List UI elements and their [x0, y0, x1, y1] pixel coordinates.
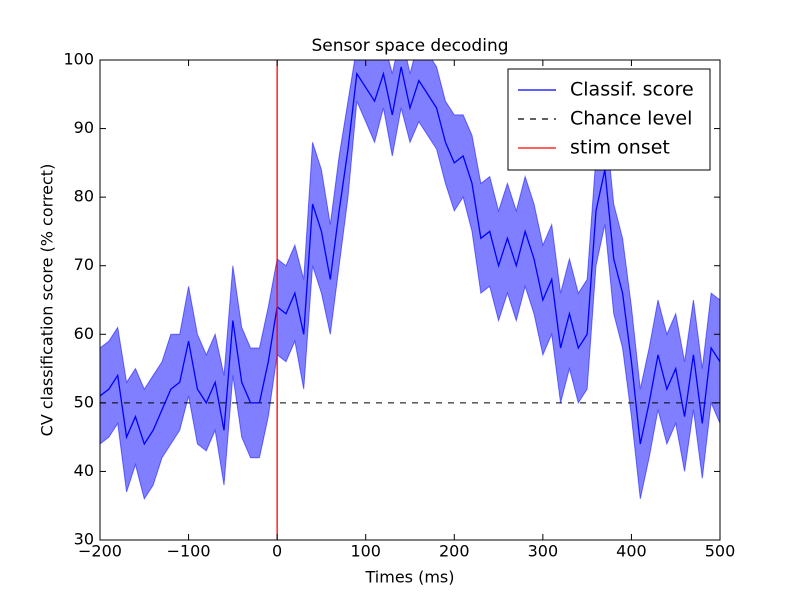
x-tick-label: −100	[167, 542, 211, 561]
score-line	[100, 66, 720, 446]
chart-title: Sensor space decoding	[311, 36, 508, 56]
plot-area	[100, 60, 720, 540]
y-tick-label: 50	[74, 392, 94, 411]
y-axis-label: CV classification score (% correct)	[38, 164, 57, 437]
x-tick-label: −200	[78, 542, 122, 561]
x-tick-label: 400	[616, 542, 647, 561]
legend-label: stim onset	[570, 137, 670, 159]
x-tick-label: 200	[439, 542, 470, 561]
error-band	[100, 60, 720, 501]
y-tick-label: 60	[74, 324, 94, 343]
axes-frame	[99, 59, 721, 541]
legend-label: Chance level	[570, 108, 692, 130]
x-tick-label: 0	[272, 542, 282, 561]
x-tick-label: 500	[705, 542, 736, 561]
x-axis-label: Times (ms)	[365, 568, 455, 587]
y-tick-label: 70	[74, 255, 94, 274]
legend-box	[507, 68, 711, 171]
y-tick-label: 100	[63, 50, 94, 69]
y-tick-label: 80	[74, 187, 94, 206]
y-tick-label: 30	[74, 530, 94, 549]
y-tick-label: 90	[74, 118, 94, 137]
y-tick-label: 40	[74, 461, 94, 480]
x-tick-label: 300	[528, 542, 559, 561]
legend-label: Classif. score	[570, 79, 694, 101]
x-tick-label: 100	[350, 542, 381, 561]
